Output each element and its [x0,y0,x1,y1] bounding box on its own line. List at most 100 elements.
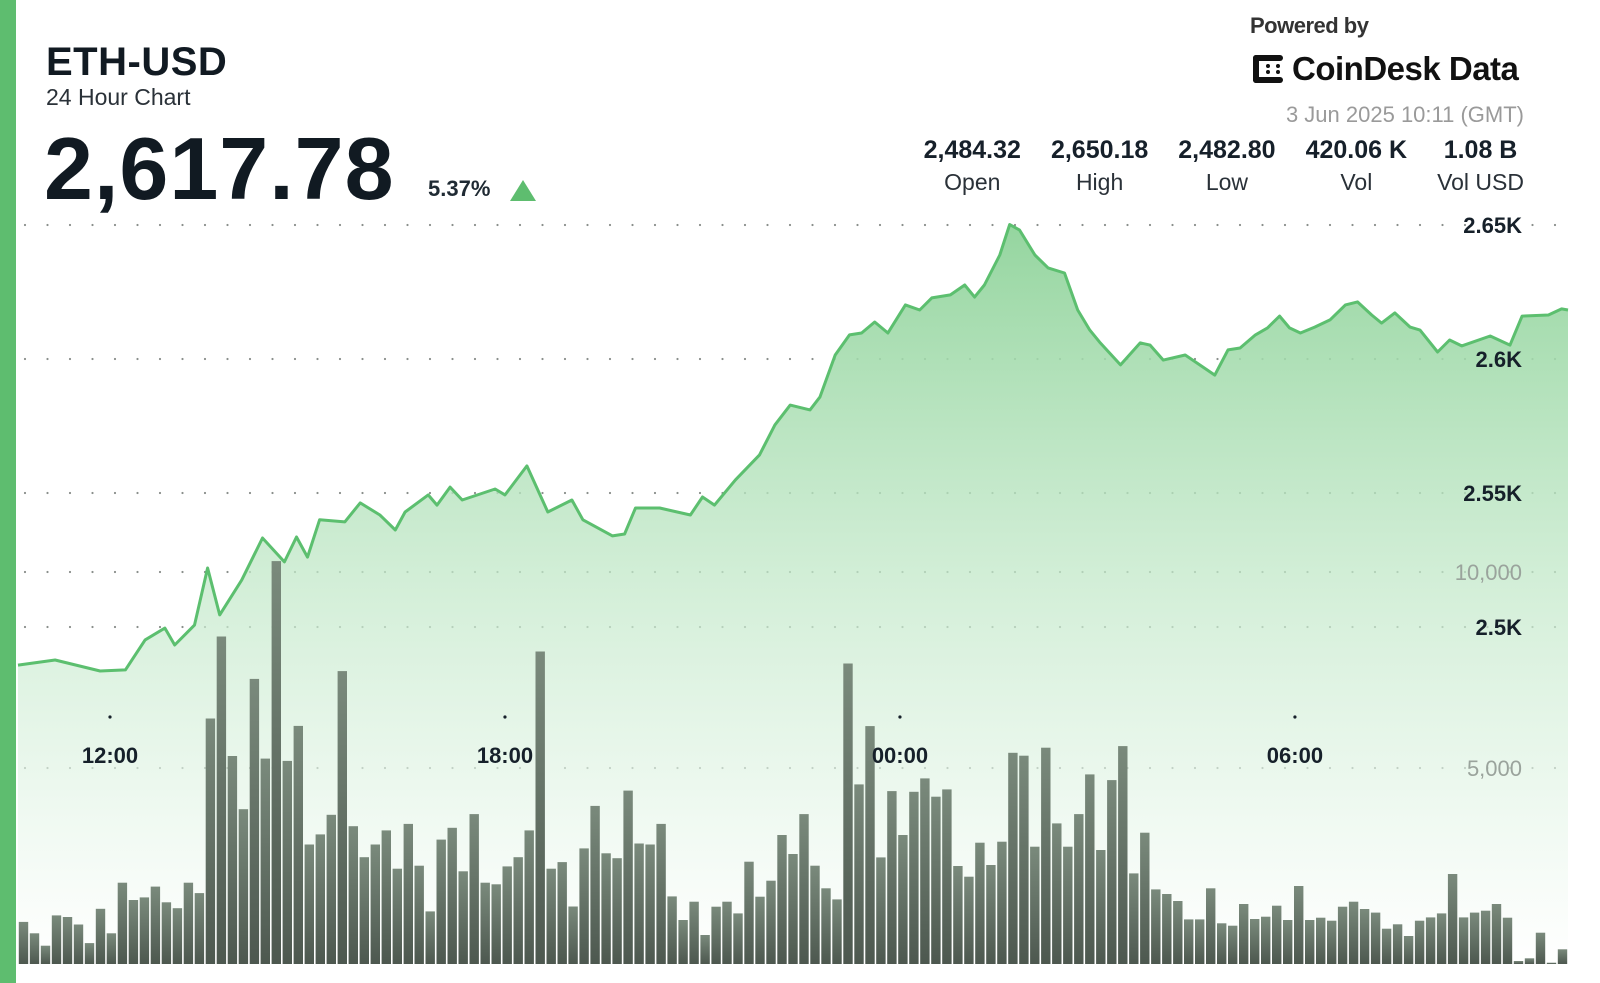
volume-bar [359,857,369,964]
volume-bar [1140,832,1150,964]
volume-bars [18,561,1568,964]
stat-high: 2,650.18 High [1051,136,1148,196]
coindesk-logo-icon [1253,55,1283,83]
volume-bar [733,913,743,964]
x-tick-mark [1293,715,1297,719]
volume-bar [766,880,776,964]
volume-bar [656,823,666,964]
volume-bar [601,853,611,964]
volume-bar [1129,873,1139,964]
price-tick-label: 2.6K [1476,347,1523,372]
stat-label: Open [944,169,1001,195]
volume-bar [1184,919,1194,964]
stat-low: 2,482.80 Low [1178,136,1275,196]
volume-bar [1250,919,1260,964]
volume-bar [194,893,205,964]
volume-tick-label: 10,000 [1455,560,1522,585]
stat-label: High [1075,169,1124,195]
volume-bar [293,725,303,964]
volume-bar [579,848,589,964]
volume-bar [700,935,710,964]
volume-bar [1008,752,1018,964]
volume-bar [1535,932,1546,964]
volume-bar [1107,780,1117,964]
symbol-title: ETH-USD [46,40,228,84]
volume-bar [546,868,556,964]
volume-bar [1337,906,1348,964]
volume-bar [1052,823,1062,964]
volume-bar [964,876,974,964]
volume-bar [799,814,809,964]
volume-bar [854,784,864,964]
volume-bar [832,899,842,964]
volume-bar [986,865,996,964]
volume-bar [590,805,600,964]
volume-bar [458,871,468,964]
x-tick-mark [898,715,902,719]
volume-bar [491,884,501,964]
volume-bar [1414,920,1425,964]
volume-bar [1261,916,1271,964]
price-line [17,223,1569,673]
volume-bar [29,933,40,964]
chart-subtitle: 24 Hour Chart [46,84,191,110]
volume-bar [623,790,633,964]
volume-bar [227,756,238,964]
volume-bar [711,906,721,964]
volume-bar [744,861,754,964]
volume-bar [975,842,985,964]
volume-bar [1348,901,1359,964]
volume-bar [777,835,787,964]
volume-bar [18,921,29,964]
volume-bar [128,900,139,964]
volume-bar [535,651,545,964]
volume-bar [348,826,358,964]
volume-bar [1524,958,1535,964]
volume-bar [216,636,227,964]
volume-bar [678,920,688,964]
volume-bar [502,866,512,964]
stat-label: Low [1205,169,1249,195]
volume-bar [810,865,820,964]
volume-bar [1305,920,1315,964]
stat-label: Vol USD [1437,169,1524,195]
volume-bar [788,854,798,964]
volume-bar [1458,917,1469,964]
volume-bar [1206,888,1216,964]
stat-vol-usd: 1.08 B Vol USD [1437,136,1524,196]
volume-bar [1030,846,1040,964]
volume-bar [909,791,919,964]
volume-bar [1151,889,1161,964]
timestamp: 3 Jun 2025 10:11 (GMT) [1285,102,1524,127]
volume-bar [942,789,952,964]
volume-bar [1096,850,1106,964]
up-arrow-icon [510,180,536,201]
volume-bar [722,901,732,964]
volume-bar [755,896,765,964]
volume-bar [62,917,73,964]
price-change: 5.37% [428,176,491,201]
current-price: 2,617.78 [44,119,395,218]
volume-bar [513,857,523,964]
volume-bar [73,924,84,964]
volume-bar [1173,901,1183,964]
volume-bar [249,678,260,964]
volume-bar [931,796,941,964]
volume-bar [106,933,117,964]
volume-bar [1480,910,1491,964]
volume-bar [1085,774,1095,964]
time-tick-label: 00:00 [872,743,928,768]
volume-bar [469,814,479,964]
brand-name: CoinDesk Data [1292,50,1519,87]
volume-bar [1316,917,1326,964]
volume-bar [1557,949,1568,964]
volume-bar [326,814,336,964]
volume-bar [260,758,270,964]
volume-bar [95,908,106,964]
volume-bar [1436,913,1447,964]
volume-bar [315,834,325,964]
accent-bar [0,0,16,983]
volume-bar [117,882,128,964]
volume-bar [1272,905,1282,964]
volume-bar [381,830,391,964]
